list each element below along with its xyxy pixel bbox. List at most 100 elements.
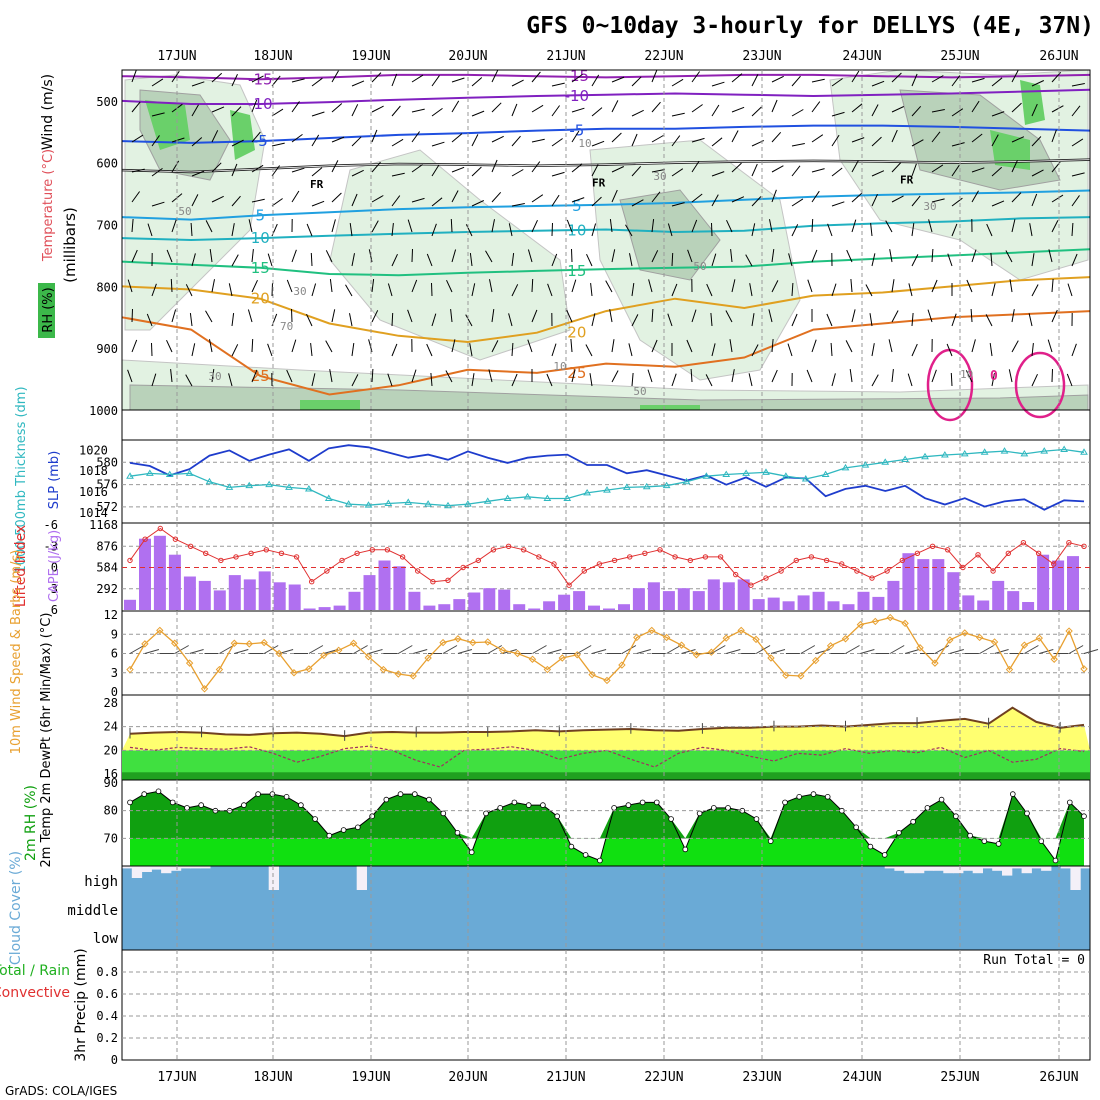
high-cloud-gap	[923, 866, 935, 871]
wind-barb	[291, 78, 305, 83]
wind-barb	[769, 219, 773, 233]
isotherm-label: 20	[567, 324, 586, 342]
wind-barb	[871, 170, 885, 177]
wind-barb	[426, 253, 433, 267]
wind-barb	[1031, 193, 1038, 207]
wind-barb	[191, 170, 205, 177]
thickness-point	[921, 452, 929, 460]
wind-barb	[629, 253, 633, 267]
wind-barb	[251, 279, 258, 293]
wind-barb	[131, 101, 141, 113]
wind-barb	[511, 253, 515, 267]
wind-speed-point	[797, 672, 805, 680]
wind-axis-label: Wind (m/s)	[40, 74, 56, 150]
wind-barb	[531, 194, 544, 203]
wind-barb	[731, 73, 743, 83]
thickness-point	[126, 472, 134, 479]
y-tick-label: 6	[111, 647, 118, 661]
y-tick-label: 0.2	[96, 1031, 118, 1045]
cape-bar	[917, 559, 930, 610]
wind-barb	[991, 77, 1003, 87]
wind-barb	[189, 313, 193, 327]
surface-wind-barb	[889, 645, 905, 654]
wind-barb	[391, 138, 404, 147]
wind-barb	[811, 134, 824, 143]
rh-point	[611, 805, 617, 811]
temperature-line	[129, 706, 1085, 738]
y-tick-label: 9	[111, 627, 118, 641]
wind-barb	[566, 309, 573, 323]
rh-shading-high	[230, 110, 255, 160]
wind-speed-point	[1035, 634, 1043, 642]
wind-barb	[349, 313, 353, 327]
wind-barb	[966, 279, 973, 293]
pressure-tick-label: 1000	[89, 404, 118, 418]
lifted-index-point	[627, 554, 633, 560]
wind-barb	[631, 372, 634, 387]
wind-barb	[1011, 102, 1022, 113]
thickness-point	[463, 500, 472, 507]
cape-bar	[962, 595, 975, 610]
wind-speed-point	[260, 638, 268, 647]
rh-contour-label: 10	[960, 368, 973, 381]
rh-point	[981, 838, 988, 844]
wind-barb	[391, 343, 398, 357]
wind-barb	[331, 309, 336, 323]
slp-tick-label: 1018	[79, 464, 108, 478]
wind-barb	[731, 162, 742, 173]
wind-barb	[1031, 253, 1035, 267]
rh-point	[896, 829, 902, 836]
wind-barb	[127, 279, 133, 293]
wind-barb	[830, 342, 833, 357]
wind-barb	[791, 313, 798, 327]
surface-wind-barb	[398, 645, 413, 654]
wind-barb	[751, 163, 758, 177]
wind-barb	[705, 374, 713, 387]
wind-barb	[170, 369, 173, 383]
wind-barb	[1047, 339, 1053, 353]
rh-point	[938, 796, 945, 803]
cape-bar	[707, 579, 720, 610]
wind-barb	[826, 313, 833, 327]
top-day-label: 21JUN	[546, 49, 585, 64]
wind-barb	[1009, 279, 1013, 293]
high-cloud-gap	[943, 866, 954, 874]
rh-shading	[329, 149, 571, 361]
bottom-day-label: 18JUN	[253, 1070, 292, 1085]
surface-wind-barb	[904, 649, 920, 654]
wind-barb	[751, 313, 755, 327]
wind-barb	[911, 105, 922, 117]
thickness-line	[129, 448, 1085, 507]
wind-barb	[931, 198, 945, 203]
wind-barb	[251, 99, 258, 113]
thickness-point	[940, 451, 949, 458]
wind-barb	[267, 253, 273, 267]
wind-barb	[1071, 83, 1085, 87]
cape-bar	[767, 597, 780, 610]
wind-barb	[711, 222, 713, 237]
rh-point	[340, 827, 347, 833]
slp-tick-label: 1020	[79, 443, 108, 457]
wind-barb	[605, 280, 613, 293]
wind-barb	[368, 339, 373, 353]
bottom-day-label: 17JUN	[157, 1070, 196, 1085]
wind-barb	[710, 312, 713, 327]
wind-barb	[991, 111, 1005, 117]
rh-point	[198, 802, 205, 808]
wind-barb	[871, 193, 878, 207]
lifted-index-point	[869, 575, 875, 581]
high-cloud-gap	[992, 866, 1003, 871]
wind-barb	[531, 161, 541, 173]
wind-barb	[351, 343, 355, 357]
wind-barb	[690, 368, 693, 383]
wind-speed-point	[573, 651, 581, 659]
wind-barb	[591, 223, 597, 237]
wind-barb	[311, 167, 323, 177]
isotherm-label: -5	[253, 132, 268, 150]
wind-barb	[411, 279, 418, 293]
wind-barb	[871, 343, 875, 357]
wind-barb	[571, 163, 583, 173]
wind-barb	[291, 249, 297, 263]
wind-barb	[631, 133, 638, 147]
wind-barb	[891, 72, 902, 83]
